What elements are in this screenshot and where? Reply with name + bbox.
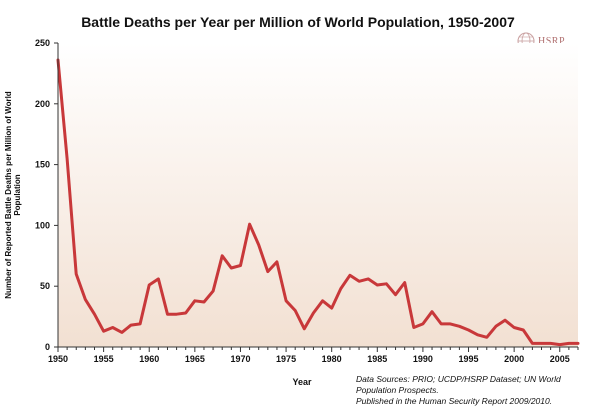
- x-tick-label: 1955: [94, 354, 114, 364]
- x-axis-label: Year: [292, 377, 312, 387]
- y-tick-label: 0: [45, 342, 50, 352]
- x-tick-label: 1975: [276, 354, 296, 364]
- source-line: Data Sources: PRIO; UCDP/HSRP Dataset; U…: [356, 374, 561, 384]
- y-tick-label: 200: [35, 99, 50, 109]
- x-tick-label: 1995: [459, 354, 479, 364]
- source-note: Data Sources: PRIO; UCDP/HSRP Dataset; U…: [356, 374, 592, 407]
- x-tick-label: 1985: [367, 354, 387, 364]
- source-line: Population Prospects.: [356, 385, 439, 395]
- x-tick-label: 1990: [413, 354, 433, 364]
- data-series-line: [56, 58, 580, 347]
- chart-title: Battle Deaths per Year per Million of Wo…: [81, 14, 515, 30]
- source-line: Published in the Human Security Report 2…: [356, 396, 553, 406]
- y-tick-label: 50: [40, 281, 50, 291]
- x-tick-label: 2005: [550, 354, 570, 364]
- x-tick-label: 1970: [230, 354, 250, 364]
- x-tick-label: 1980: [322, 354, 342, 364]
- y-tick-label: 250: [35, 38, 50, 48]
- logo-text: HSRP: [538, 36, 566, 47]
- x-tick-label: 1965: [185, 354, 205, 364]
- x-tick-label: 1960: [139, 354, 159, 364]
- x-tick-label: 2000: [504, 354, 524, 364]
- y-axis-label: Number of Reported Battle Deaths per Mil…: [4, 91, 22, 299]
- y-tick-label: 100: [35, 220, 50, 230]
- y-tick-label: 150: [35, 160, 50, 170]
- x-tick-label: 1950: [48, 354, 68, 364]
- plot-area: [58, 43, 578, 347]
